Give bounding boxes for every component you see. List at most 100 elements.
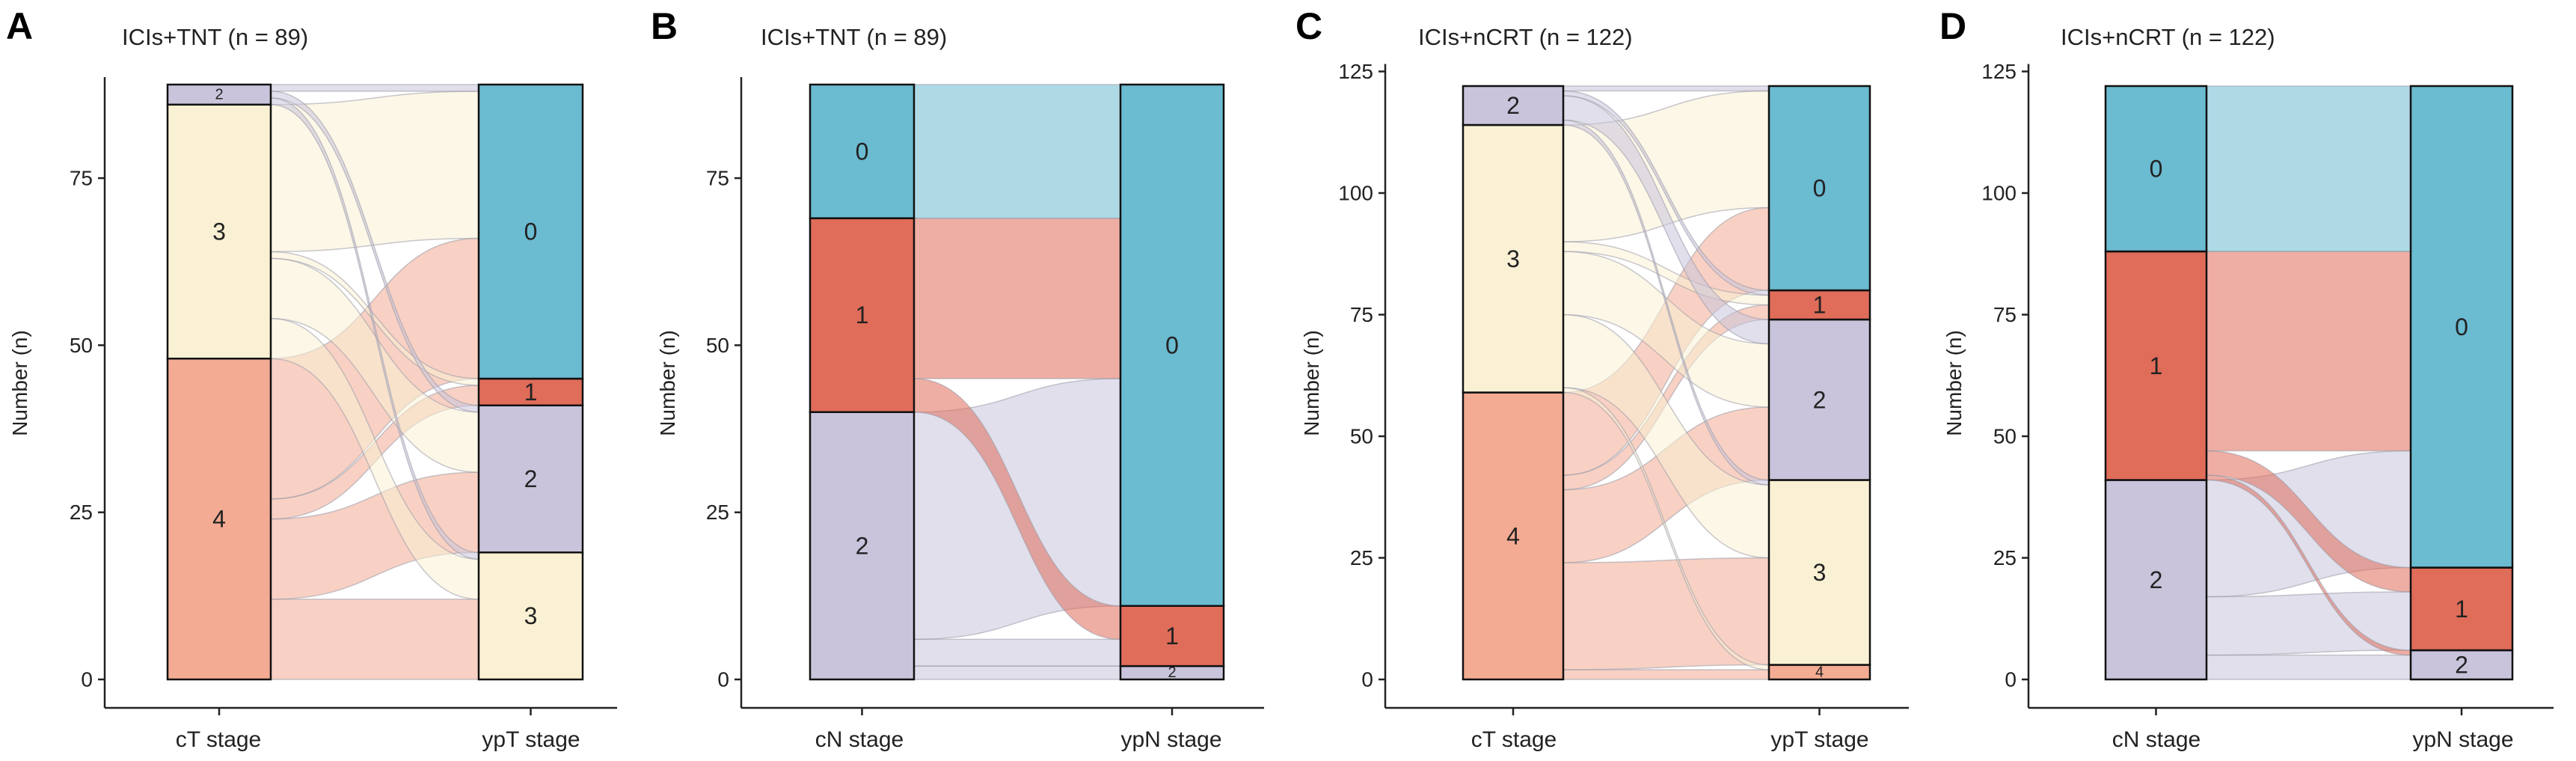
flow-2-to-1 bbox=[913, 638, 1121, 667]
right-stratum-2-label: 2 bbox=[2455, 652, 2468, 679]
left-stratum-2 bbox=[1462, 85, 1565, 126]
panel-b-flows bbox=[913, 84, 1121, 680]
left-stratum-3 bbox=[166, 103, 272, 360]
y-tick-label-125: 125 bbox=[1338, 60, 1373, 83]
y-tick-label-25: 25 bbox=[1350, 546, 1373, 569]
flow-2-to-2 bbox=[2206, 654, 2411, 680]
left-stratum-2 bbox=[809, 411, 916, 681]
left-stratum-2-label: 2 bbox=[2150, 566, 2163, 593]
right-stratum-1 bbox=[1119, 605, 1225, 667]
right-stratum-1-label: 1 bbox=[1813, 292, 1827, 319]
panel-b-title: ICIs+TNT (n = 89) bbox=[761, 24, 947, 50]
panel-a-left-axis-label: cT stage bbox=[176, 727, 262, 752]
panel-a-strata: 4 3 2 3 2 1 0 bbox=[166, 83, 584, 681]
panel-d-right-axis-label: ypN stage bbox=[2412, 727, 2513, 752]
panel-c: C ICIs+nCRT (n = 122) Number (n) cT stag… bbox=[1295, 5, 1909, 752]
panel-d-flows bbox=[2206, 85, 2411, 680]
right-stratum-2 bbox=[1767, 318, 1871, 481]
right-stratum-3 bbox=[1767, 479, 1871, 666]
panel-a-title: ICIs+TNT (n = 89) bbox=[122, 24, 308, 50]
panel-a-y-axis-label: Number (n) bbox=[8, 330, 31, 436]
y-tick-label-25: 25 bbox=[706, 501, 729, 524]
flow-2-to-2 bbox=[913, 665, 1121, 680]
left-stratum-2-label: 2 bbox=[1506, 92, 1520, 119]
right-stratum-2-label: 2 bbox=[1813, 386, 1827, 413]
panel-b: B ICIs+TNT (n = 89) Number (n) cN stage … bbox=[651, 5, 1264, 752]
panel-b-axes: 0 25 50 75 bbox=[706, 77, 1264, 715]
left-stratum-1 bbox=[2104, 250, 2208, 481]
panel-letter-a: A bbox=[6, 5, 33, 47]
right-stratum-4-label: 4 bbox=[1815, 664, 1824, 680]
panel-d-left-axis-label: cN stage bbox=[2112, 727, 2201, 752]
left-stratum-2-label: 2 bbox=[215, 86, 223, 103]
panel-d-title: ICIs+nCRT (n = 122) bbox=[2061, 24, 2275, 50]
right-stratum-3-label: 3 bbox=[524, 602, 538, 629]
y-tick-label-50: 50 bbox=[70, 334, 93, 357]
panel-c-right-axis-label: ypT stage bbox=[1770, 727, 1868, 752]
panel-d-strata: 2 1 0 2 1 0 bbox=[2104, 85, 2514, 681]
panel-c-flows bbox=[1563, 85, 1770, 680]
flow-2-to-0 bbox=[1563, 85, 1770, 92]
left-stratum-1-label: 1 bbox=[2150, 352, 2163, 379]
right-stratum-0 bbox=[477, 83, 584, 380]
y-tick-label-75: 75 bbox=[70, 167, 93, 190]
left-stratum-0-label: 0 bbox=[856, 138, 869, 165]
left-stratum-0 bbox=[2104, 85, 2208, 253]
y-tick-label-0: 0 bbox=[81, 668, 93, 691]
y-tick-label-0: 0 bbox=[1361, 668, 1373, 691]
panel-b-y-axis-label: Number (n) bbox=[656, 330, 679, 436]
y-tick-label-100: 100 bbox=[1981, 182, 2017, 205]
panel-letter-c: C bbox=[1295, 5, 1322, 47]
left-stratum-4 bbox=[1462, 391, 1565, 681]
y-tick-label-100: 100 bbox=[1338, 182, 1373, 205]
left-stratum-1-label: 1 bbox=[856, 302, 869, 328]
y-tick-label-50: 50 bbox=[706, 334, 729, 357]
panel-d-y-axis-label: Number (n) bbox=[1942, 330, 1966, 436]
flow-0-to-0 bbox=[2206, 85, 2411, 252]
panel-c-strata: 4 3 2 4 3 2 1 0 bbox=[1462, 85, 1871, 681]
right-stratum-0 bbox=[2409, 85, 2514, 569]
right-stratum-2-label: 2 bbox=[1168, 664, 1176, 681]
right-stratum-0-label: 0 bbox=[2455, 314, 2468, 340]
flow-4-to-3 bbox=[1563, 557, 1770, 670]
right-stratum-3 bbox=[477, 551, 584, 681]
panel-b-right-axis-label: ypN stage bbox=[1120, 727, 1221, 752]
flow-1-to-0 bbox=[913, 217, 1121, 379]
y-tick-label-50: 50 bbox=[1350, 425, 1373, 448]
left-stratum-2-label: 2 bbox=[856, 532, 869, 559]
left-stratum-0 bbox=[809, 83, 916, 219]
panel-letter-d: D bbox=[1939, 5, 1966, 47]
right-stratum-2 bbox=[2409, 649, 2514, 681]
right-stratum-3-label: 3 bbox=[1813, 559, 1827, 586]
flow-0-to-0 bbox=[913, 84, 1121, 219]
panel-d-axes: 0 25 50 75 100 125 bbox=[1981, 60, 2554, 715]
y-tick-label-25: 25 bbox=[70, 501, 93, 524]
left-stratum-3-label: 3 bbox=[212, 218, 226, 245]
y-tick-label-75: 75 bbox=[706, 167, 729, 190]
panel-c-y-axis-label: Number (n) bbox=[1300, 330, 1323, 436]
panel-letter-b: B bbox=[651, 5, 678, 47]
y-tick-label-0: 0 bbox=[2005, 668, 2017, 691]
panel-a: A ICIs+TNT (n = 89) Number (n) cT stage … bbox=[6, 5, 617, 752]
panel-a-flows bbox=[270, 84, 479, 680]
panel-c-left-axis-label: cT stage bbox=[1471, 727, 1557, 752]
right-stratum-2 bbox=[477, 404, 584, 554]
panel-a-axes: 0 25 50 75 bbox=[70, 77, 617, 715]
right-stratum-1 bbox=[2409, 566, 2514, 652]
y-tick-label-75: 75 bbox=[1993, 303, 2017, 326]
flow-2-to-0 bbox=[270, 84, 479, 92]
right-stratum-1-label: 1 bbox=[2455, 596, 2468, 623]
left-stratum-1 bbox=[809, 217, 916, 413]
y-tick-label-25: 25 bbox=[1993, 546, 2017, 569]
panel-b-left-axis-label: cN stage bbox=[815, 727, 904, 752]
y-tick-label-50: 50 bbox=[1993, 425, 2017, 448]
y-tick-label-0: 0 bbox=[717, 668, 729, 691]
y-tick-label-75: 75 bbox=[1350, 303, 1373, 326]
panel-c-axes: 0 25 50 75 100 125 bbox=[1338, 60, 1909, 715]
right-stratum-1-label: 1 bbox=[524, 379, 538, 406]
right-stratum-1-label: 1 bbox=[1165, 623, 1179, 650]
right-stratum-0 bbox=[1119, 83, 1225, 607]
left-stratum-2 bbox=[2104, 479, 2208, 681]
panel-a-right-axis-label: ypT stage bbox=[482, 727, 580, 752]
y-tick-label-125: 125 bbox=[1981, 60, 2017, 83]
